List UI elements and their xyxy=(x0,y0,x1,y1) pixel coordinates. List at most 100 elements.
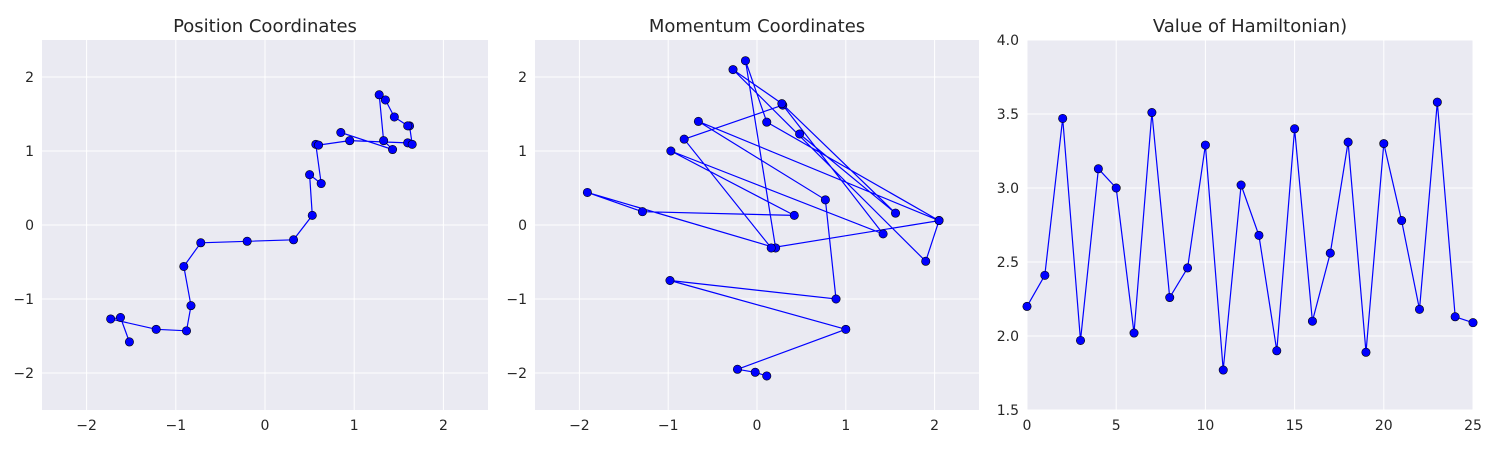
y-tick-label: 0 xyxy=(518,218,527,234)
data-point xyxy=(124,337,134,347)
y-tick-label: 1.5 xyxy=(997,403,1019,419)
data-point xyxy=(728,65,738,75)
data-point xyxy=(380,95,390,105)
y-tick-label: 4.0 xyxy=(997,33,1019,49)
plot-area xyxy=(1027,40,1473,410)
data-point xyxy=(115,312,125,322)
chart-title: Momentum Coordinates xyxy=(649,16,865,37)
data-point xyxy=(182,326,192,336)
data-point xyxy=(1058,113,1068,123)
data-point xyxy=(777,99,787,109)
data-point xyxy=(679,134,689,144)
x-tick-label: −1 xyxy=(165,418,186,434)
data-point xyxy=(831,294,841,304)
chart-panel-2: −2 −1 0 1 2 −2 −1 0 1 2 Momentum Coordinates xyxy=(506,16,979,434)
y-tick-label: 2.5 xyxy=(997,255,1019,271)
data-point xyxy=(403,121,413,131)
data-point xyxy=(878,229,888,239)
x-tick-label: 25 xyxy=(1464,418,1482,434)
data-point xyxy=(1307,316,1317,326)
data-point xyxy=(1076,335,1086,345)
data-point xyxy=(305,170,315,180)
chart-title: Value of Hamiltonian) xyxy=(1153,16,1347,37)
data-point xyxy=(1129,328,1139,338)
x-tick-label: 0 xyxy=(261,418,270,434)
data-point xyxy=(1450,312,1460,322)
data-point xyxy=(1147,108,1157,118)
chart-title: Position Coordinates xyxy=(173,16,357,37)
data-point xyxy=(637,207,647,217)
data-point xyxy=(242,236,252,246)
data-point xyxy=(1361,347,1371,357)
series-line xyxy=(587,60,940,377)
data-point xyxy=(582,187,592,197)
data-point xyxy=(1183,263,1193,273)
data-point xyxy=(1200,140,1210,150)
data-point xyxy=(106,314,116,324)
data-point xyxy=(1290,124,1300,134)
data-point xyxy=(1432,97,1442,107)
data-point xyxy=(379,136,389,146)
y-tick-label: 1 xyxy=(518,144,527,160)
data-point xyxy=(693,116,703,126)
data-point xyxy=(1254,230,1264,240)
data-point xyxy=(1236,180,1246,190)
data-point xyxy=(665,275,675,285)
data-point xyxy=(766,243,776,253)
x-tick-label: 0 xyxy=(753,418,762,434)
y-tick-label: −1 xyxy=(506,292,527,308)
data-point xyxy=(307,210,317,220)
data-point xyxy=(1343,137,1353,147)
x-tick-label: 10 xyxy=(1196,418,1214,434)
chart-panel-1: −2 −1 0 1 2 −2 −1 0 1 2 Position Coordinates xyxy=(13,16,488,434)
x-tick-label: −2 xyxy=(76,418,97,434)
y-tick-label: 3.5 xyxy=(997,107,1019,123)
data-point xyxy=(151,324,161,334)
data-point xyxy=(762,371,772,381)
x-tick-label: 1 xyxy=(350,418,359,434)
data-point xyxy=(289,235,299,245)
data-point xyxy=(1111,183,1121,193)
data-point xyxy=(795,129,805,139)
data-point xyxy=(666,146,676,156)
y-tick-label: 0 xyxy=(25,218,34,234)
x-tick-label: 5 xyxy=(1112,418,1121,434)
data-point xyxy=(316,179,326,189)
data-point xyxy=(1414,304,1424,314)
data-point xyxy=(732,364,742,374)
chart-panel-3: 0 5 10 15 20 25 1.5 2.0 2.5 3.0 3.5 4.0 Value of Ham… xyxy=(997,16,1482,434)
y-tick-label: −1 xyxy=(13,292,34,308)
data-point xyxy=(345,136,355,146)
x-tick-label: −1 xyxy=(658,418,679,434)
data-point xyxy=(1468,318,1478,328)
y-tick-label: 2 xyxy=(25,70,34,86)
data-point xyxy=(196,238,206,248)
x-tick-label: 2 xyxy=(439,418,448,434)
data-point xyxy=(186,301,196,311)
data-point xyxy=(934,216,944,226)
data-point xyxy=(388,145,398,155)
data-point xyxy=(1379,139,1389,149)
x-tick-label: 0 xyxy=(1023,418,1032,434)
x-tick-label: 20 xyxy=(1375,418,1393,434)
y-tick-label: 2 xyxy=(518,70,527,86)
x-tick-label: −2 xyxy=(569,418,590,434)
data-point xyxy=(891,208,901,218)
y-tick-label: −2 xyxy=(13,366,34,382)
data-point xyxy=(179,261,189,271)
data-point xyxy=(389,112,399,122)
data-point xyxy=(1022,301,1032,311)
data-point xyxy=(1093,164,1103,174)
data-point xyxy=(314,140,324,150)
data-point xyxy=(921,256,931,266)
data-point xyxy=(841,324,851,334)
y-tick-label: 1 xyxy=(25,144,34,160)
x-tick-label: 1 xyxy=(841,418,850,434)
data-point xyxy=(740,56,750,66)
y-tick-label: 3.0 xyxy=(997,181,1019,197)
data-point xyxy=(336,128,346,138)
data-point xyxy=(762,117,772,127)
data-point xyxy=(407,139,417,149)
data-point xyxy=(374,90,384,100)
